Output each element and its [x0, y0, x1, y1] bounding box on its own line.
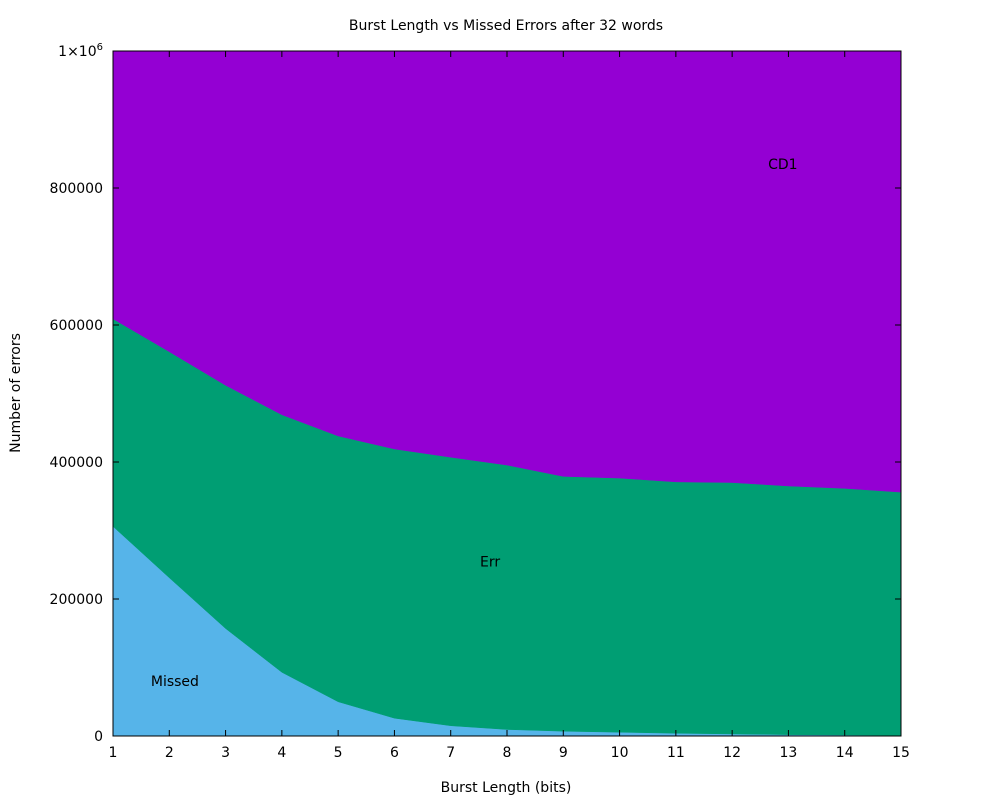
x-tick-label: 4 — [277, 745, 286, 761]
x-tick-label: 11 — [667, 745, 685, 761]
y-tick-label: 600000 — [50, 318, 103, 334]
area-label-err: Err — [480, 554, 500, 570]
x-tick-label: 13 — [780, 745, 798, 761]
x-tick-label: 8 — [503, 745, 512, 761]
area-label-cd1: CD1 — [768, 157, 797, 173]
x-axis-label: Burst Length (bits) — [441, 780, 572, 796]
y-tick-label: 1×106 — [58, 42, 103, 60]
x-tick-label: 2 — [165, 745, 174, 761]
x-tick-label: 10 — [611, 745, 629, 761]
y-tick-label: 400000 — [50, 455, 103, 471]
x-tick-label: 9 — [559, 745, 568, 761]
area-layer — [112, 50, 902, 737]
area-label-missed: Missed — [151, 674, 199, 690]
chart-title: Burst Length vs Missed Errors after 32 w… — [349, 18, 663, 34]
x-tick-label: 14 — [836, 745, 854, 761]
x-tick-label: 5 — [334, 745, 343, 761]
x-tick-label: 6 — [390, 745, 399, 761]
annotation-layer: Missed Err CD1 — [151, 157, 798, 690]
x-tick-label: 12 — [723, 745, 741, 761]
x-tick-label: 1 — [109, 745, 118, 761]
y-tick-label: 800000 — [50, 181, 103, 197]
x-tick-label: 7 — [446, 745, 455, 761]
y-axis-label: Number of errors — [8, 333, 24, 453]
y-tick-label: 200000 — [50, 592, 103, 608]
x-tick-label: 15 — [892, 745, 910, 761]
y-tick-label: 0 — [94, 729, 103, 745]
axes: 1 2 3 4 5 6 7 8 9 10 11 12 13 14 150200000400000600000… — [50, 42, 910, 761]
x-tick-label: 3 — [221, 745, 230, 761]
